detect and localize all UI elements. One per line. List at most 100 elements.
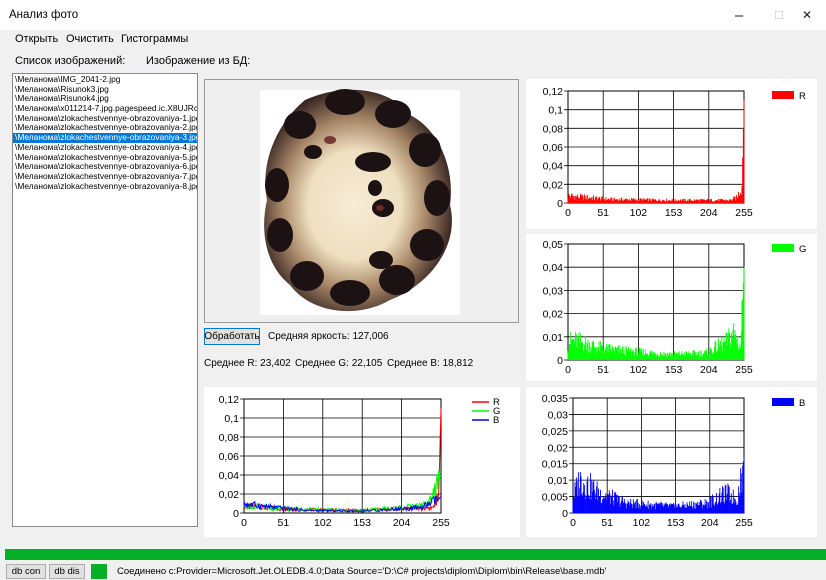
legend-label: G xyxy=(799,244,806,255)
x-tick-label: 102 xyxy=(314,517,332,529)
y-tick-label: 0,12 xyxy=(219,394,240,406)
list-item[interactable]: \Меланома\zlokachestvennye-obrazovaniya-… xyxy=(15,112,198,123)
y-tick-label: 0,06 xyxy=(219,451,240,463)
histogram-g-panel: 0 51 102 153 204 255 0 0,01 0,02 0,03 0,04 0,05 G xyxy=(526,234,817,381)
y-tick-label: 0,02 xyxy=(543,309,564,321)
title-bar xyxy=(0,0,826,30)
list-item[interactable]: \Меланома\zlokachestvennye-obrazovaniya-… xyxy=(15,170,198,181)
x-tick-label: 153 xyxy=(665,207,683,219)
histogram-r-chart: 0 51 102 153 204 255 0 0,02 0,04 0,06 0,08 0,1 0,12 R xyxy=(543,86,806,219)
list-item[interactable]: \Меланома\Risunok4.jpg xyxy=(15,93,109,104)
x-tick-label: 204 xyxy=(700,364,718,376)
skin-lesion-image xyxy=(260,89,460,315)
y-tick-label: 0 xyxy=(562,508,568,520)
x-tick-label: 0 xyxy=(570,517,576,529)
x-tick-label: 102 xyxy=(633,517,651,529)
histogram-rgb-chart: 0 51 102 153 204 255 0 0,02 0,04 0,06 0,08 0,1 0,12 R… xyxy=(219,394,501,529)
y-tick-label: 0,1 xyxy=(224,413,239,425)
y-tick-label: 0 xyxy=(233,508,239,520)
process-button[interactable]: Обработать xyxy=(204,328,260,345)
list-item[interactable]: \Меланома\IMG_2041-2.jpg xyxy=(15,74,121,84)
status-bar xyxy=(0,561,826,580)
legend-label: R xyxy=(799,91,806,102)
x-tick-label: 0 xyxy=(565,207,571,219)
y-tick-label: 0,02 xyxy=(219,489,240,501)
x-tick-label: 51 xyxy=(597,207,609,219)
legend-swatch xyxy=(772,244,794,252)
y-tick-label: 0,04 xyxy=(543,161,564,173)
x-tick-label: 204 xyxy=(700,207,718,219)
db-disconnect-button[interactable]: db dis xyxy=(49,564,85,579)
y-tick-label: 0 xyxy=(557,198,563,210)
close-button[interactable]: ✕ xyxy=(801,8,813,22)
histogram-g-chart: 0 51 102 153 204 255 0 0,01 0,02 0,03 0,04 0,05 G xyxy=(543,239,807,376)
x-tick-label: 0 xyxy=(565,364,571,376)
y-tick-label: 0,1 xyxy=(548,105,563,117)
histogram-rgb-panel: 0 51 102 153 204 255 0 0,02 0,04 0,06 0,08 0,1 0,12 R… xyxy=(204,387,520,537)
mean-b-value: Среднее B: 18,812 xyxy=(387,358,474,369)
histogram-b-chart: 0 51 102 153 204 255 0 0,005 0,01 0,015 0,02 0,025 0… xyxy=(542,393,806,529)
connection-indicator xyxy=(91,564,107,579)
series-line-b xyxy=(243,495,442,514)
y-tick-label: 0,05 xyxy=(543,239,564,251)
db-connect-button[interactable]: db con xyxy=(6,564,46,579)
x-tick-label: 255 xyxy=(432,517,450,529)
y-tick-label: 0,02 xyxy=(548,442,569,454)
list-item[interactable]: \Меланома\zlokachestvennye-obrazovaniya-… xyxy=(15,161,198,172)
y-tick-label: 0,04 xyxy=(219,470,240,482)
progress-bar xyxy=(5,549,826,560)
x-tick-label: 0 xyxy=(241,517,247,529)
y-tick-label: 0,025 xyxy=(542,426,568,438)
plot-area xyxy=(567,243,745,361)
list-item-selected[interactable]: \Меланома\zlokachestvennye-obrazovaniya-… xyxy=(13,132,198,143)
x-tick-label: 255 xyxy=(735,364,753,376)
x-tick-label: 51 xyxy=(597,364,609,376)
mean-r-value: Среднее R: 23,402 xyxy=(204,358,291,369)
legend-label: G xyxy=(493,406,500,417)
brightness-value: Средняя яркость: 127,006 xyxy=(268,331,389,342)
list-item[interactable]: \Меланома\zlokachestvennye-obrazovaniya-… xyxy=(15,141,198,152)
legend-swatch xyxy=(772,91,794,99)
y-tick-label: 0,08 xyxy=(219,432,240,444)
maximize-button[interactable]: ☐ xyxy=(774,9,784,22)
mean-g-value: Среднее G: 22,105 xyxy=(295,358,383,369)
y-tick-label: 0,04 xyxy=(543,262,564,274)
y-tick-label: 0,035 xyxy=(542,393,568,405)
y-tick-label: 0,03 xyxy=(543,285,564,297)
list-item[interactable]: \Меланома\x011214-7.jpg.pagespeed.ic.X8U… xyxy=(15,103,198,114)
image-preview xyxy=(204,79,519,323)
list-item[interactable]: \Меланома\zlokachestvennye-obrazovaniya-… xyxy=(15,122,198,133)
x-tick-label: 102 xyxy=(630,364,648,376)
legend-label: B xyxy=(493,415,499,426)
list-item[interactable]: \Меланома\zlokachestvennye-obrazovaniya-… xyxy=(15,180,198,191)
image-listbox[interactable]: \Меланома\IMG_2041-2.jpg \Меланома\Risun… xyxy=(12,73,198,527)
connection-status-text: Соединено c:Provider=Microsoft.Jet.OLEDB… xyxy=(117,566,607,577)
plot-area xyxy=(572,397,745,514)
x-tick-label: 204 xyxy=(393,517,411,529)
menu-clear[interactable]: Очистить xyxy=(66,33,114,45)
legend-label: R xyxy=(493,397,500,408)
y-tick-label: 0,06 xyxy=(543,142,564,154)
x-tick-label: 51 xyxy=(601,517,613,529)
y-tick-label: 0,015 xyxy=(542,459,568,471)
x-tick-label: 255 xyxy=(735,207,753,219)
y-tick-label: 0,005 xyxy=(542,492,568,504)
window-title: Анализ фото xyxy=(9,9,79,21)
x-tick-label: 153 xyxy=(353,517,371,529)
x-tick-label: 102 xyxy=(630,207,648,219)
x-tick-label: 51 xyxy=(278,517,290,529)
legend-label: B xyxy=(799,398,805,409)
legend-swatch xyxy=(772,398,794,406)
minimize-button[interactable]: – xyxy=(734,6,744,24)
x-tick-label: 153 xyxy=(667,517,685,529)
x-tick-label: 255 xyxy=(735,517,753,529)
y-tick-label: 0,01 xyxy=(543,332,564,344)
image-from-db-label: Изображение из БД: xyxy=(146,55,251,67)
list-item[interactable]: \Меланома\Risunok3.jpg xyxy=(15,83,109,94)
y-tick-label: 0,12 xyxy=(543,86,564,98)
list-item[interactable]: \Меланома\zlokachestvennye-obrazovaniya-… xyxy=(15,151,198,162)
menu-open[interactable]: Открыть xyxy=(15,33,59,45)
y-tick-label: 0,08 xyxy=(543,123,564,135)
menu-histograms[interactable]: Гистограммы xyxy=(121,33,189,45)
histogram-r-panel: 0 51 102 153 204 255 0 0,02 0,04 0,06 0,08 0,1 0,12 R xyxy=(526,79,817,229)
